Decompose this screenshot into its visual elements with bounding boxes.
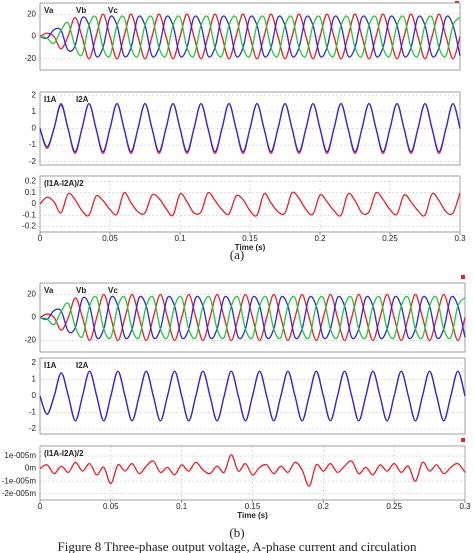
series-line	[39, 454, 466, 487]
x-tick-label: 0.05	[102, 234, 118, 243]
y-tick-label: 20	[27, 290, 36, 299]
y-tick-label: -1	[29, 408, 37, 417]
y-tick-label: 0.1	[25, 188, 37, 197]
marker	[461, 275, 465, 279]
series-line	[39, 191, 461, 217]
x-tick-label: 0.25	[386, 502, 402, 511]
series-line	[39, 15, 461, 58]
legend-entry: (I1A-I2A)/2	[44, 179, 84, 188]
y-tick-label: 2	[32, 358, 37, 367]
legend-entry: Va	[44, 6, 54, 15]
y-tick-label: -0.2	[22, 222, 36, 231]
marker	[461, 438, 465, 442]
y-tick-label: 1e-005m	[4, 451, 36, 460]
series-line	[39, 295, 466, 340]
x-tick-label: 0.15	[242, 234, 258, 243]
y-tick-label: -2e-005m	[2, 489, 37, 498]
legend-entry: Va	[44, 286, 54, 295]
y-tick-label: -2	[29, 424, 37, 433]
panel-label: (b)	[229, 525, 244, 540]
x-tick-label: 0.3	[454, 234, 466, 243]
series-line	[39, 293, 466, 342]
x-tick-label: 0.1	[176, 502, 188, 511]
legend-entry: I1A	[44, 361, 57, 370]
x-axis-label: Time (s)	[235, 243, 266, 252]
series-line	[39, 15, 461, 58]
x-tick-label: 0.3	[459, 502, 471, 511]
panel-label: (a)	[230, 247, 244, 262]
caption: Figure 8 Three-phase output voltage, A-p…	[58, 539, 417, 553]
y-tick-label: 0	[32, 199, 37, 208]
legend-entry: I2A	[76, 95, 89, 104]
y-tick-label: 0	[32, 124, 37, 133]
x-tick-label: 0	[38, 502, 43, 511]
legend-entry: I2A	[76, 361, 89, 370]
y-tick-label: -20	[24, 336, 36, 345]
x-tick-label: 0.25	[382, 234, 398, 243]
series-line	[39, 13, 461, 60]
x-tick-label: 0.05	[103, 502, 119, 511]
y-tick-label: 1	[32, 107, 37, 116]
legend-entry: Vb	[76, 286, 86, 295]
x-tick-label: 0.2	[314, 234, 326, 243]
x-tick-label: 0.15	[245, 502, 261, 511]
x-axis-label: Time (s)	[237, 511, 268, 520]
legend-entry: Vb	[76, 6, 86, 15]
y-tick-label: 2	[32, 90, 37, 99]
x-tick-label: 0.2	[318, 502, 330, 511]
series-line	[39, 295, 466, 340]
legend-entry: (I1A-I2A)/2	[44, 449, 84, 458]
x-tick-label: 0	[38, 234, 43, 243]
y-tick-label: 0	[32, 391, 37, 400]
y-tick-label: 1	[32, 375, 37, 384]
x-tick-label: 0.1	[174, 234, 186, 243]
y-tick-label: 0m	[25, 464, 36, 473]
legend-entry: Vc	[108, 286, 118, 295]
y-tick-label: 0.2	[25, 177, 37, 186]
legend-entry: Vc	[108, 6, 118, 15]
y-tick-label: -20	[24, 54, 36, 63]
y-tick-label: -1	[29, 140, 37, 149]
legend-entry: I1A	[44, 95, 57, 104]
y-tick-label: 20	[27, 9, 36, 18]
series-line	[39, 370, 466, 422]
y-tick-label: -1e-005m	[2, 476, 37, 485]
y-tick-label: 0	[32, 313, 37, 322]
y-tick-label: 0	[32, 32, 37, 41]
y-tick-label: -0.1	[22, 210, 36, 219]
y-tick-label: -2	[29, 157, 37, 166]
series-line	[39, 102, 461, 153]
